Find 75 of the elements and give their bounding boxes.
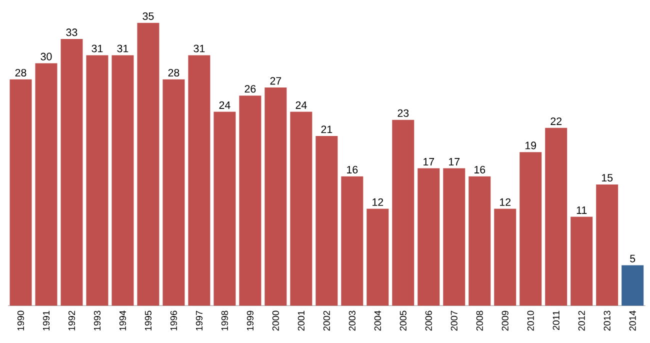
data-label: 31 — [194, 44, 205, 52]
x-tick-label: 2006 — [425, 310, 432, 331]
bar — [392, 120, 414, 306]
data-label: 19 — [526, 142, 536, 150]
data-label: 12 — [500, 198, 511, 206]
data-label: 31 — [117, 44, 128, 52]
bar — [35, 63, 58, 306]
bar — [112, 55, 134, 306]
data-label: 27 — [270, 77, 282, 85]
data-label: 33 — [66, 28, 78, 36]
data-label: 16 — [474, 166, 486, 174]
bar — [137, 22, 160, 306]
data-label: 11 — [576, 206, 587, 214]
bar — [418, 168, 440, 306]
x-tick-label: 1991 — [42, 310, 50, 330]
x-tick-label: 2013 — [604, 310, 610, 331]
bar — [366, 208, 389, 306]
x-tick-label: 2002 — [323, 310, 330, 331]
data-label: 35 — [142, 12, 154, 20]
bar — [341, 176, 364, 306]
bar — [60, 39, 83, 306]
x-tick-label: 1990 — [17, 310, 24, 330]
data-label: 23 — [398, 109, 409, 117]
x-tick-label: 1999 — [246, 310, 254, 330]
bar — [520, 152, 542, 306]
bar — [545, 128, 568, 306]
bar — [10, 79, 32, 306]
x-tick-label: 2003 — [348, 310, 356, 331]
data-label: 17 — [424, 158, 434, 166]
x-tick-label: 1996 — [170, 310, 178, 330]
x-tick-label: 2009 — [502, 310, 508, 331]
data-label: 26 — [244, 85, 256, 93]
data-label: 24 — [296, 101, 307, 109]
bar — [468, 176, 491, 306]
data-label: 22 — [550, 118, 562, 125]
x-tick-label: 2014 — [629, 310, 636, 331]
bar — [239, 96, 262, 306]
x-tick-label: 2012 — [578, 310, 585, 331]
data-label: 17 — [449, 158, 460, 166]
bar — [570, 216, 593, 306]
x-tick-label: 2008 — [476, 310, 483, 331]
x-tick-label: 2005 — [400, 310, 406, 331]
x-tick-label: 1997 — [196, 310, 202, 330]
bar — [264, 88, 287, 306]
bar — [290, 112, 312, 306]
data-label: 5 — [630, 254, 636, 262]
bar — [443, 168, 466, 306]
x-tick-label: 2000 — [272, 310, 279, 331]
x-tick-label: 2011 — [552, 310, 560, 330]
x-tick-label: 1992 — [68, 310, 76, 330]
x-tick-label: 2007 — [450, 310, 458, 331]
data-label: 28 — [168, 68, 180, 77]
data-label: 30 — [40, 52, 52, 60]
bar — [214, 112, 236, 306]
x-tick-label: 1998 — [221, 310, 228, 330]
data-label: 21 — [321, 126, 332, 134]
x-tick-label: 1993 — [94, 310, 101, 330]
x-tick-label: 2004 — [374, 310, 381, 331]
data-label: 16 — [347, 166, 358, 174]
bar — [622, 265, 644, 306]
x-tick-label: 1995 — [144, 310, 152, 330]
bar — [188, 55, 210, 306]
bar — [596, 184, 618, 306]
data-label: 12 — [372, 198, 384, 206]
data-label: 24 — [219, 101, 230, 109]
x-tick-label: 2001 — [298, 310, 304, 331]
x-tick-label: 2010 — [527, 310, 534, 331]
bar — [86, 55, 108, 306]
bar — [494, 208, 516, 306]
bar — [316, 136, 338, 306]
bar — [162, 79, 185, 306]
data-label: 28 — [15, 68, 26, 77]
data-label: 31 — [92, 44, 103, 52]
x-tick-label: 1994 — [119, 310, 126, 330]
data-label: 15 — [602, 174, 613, 182]
